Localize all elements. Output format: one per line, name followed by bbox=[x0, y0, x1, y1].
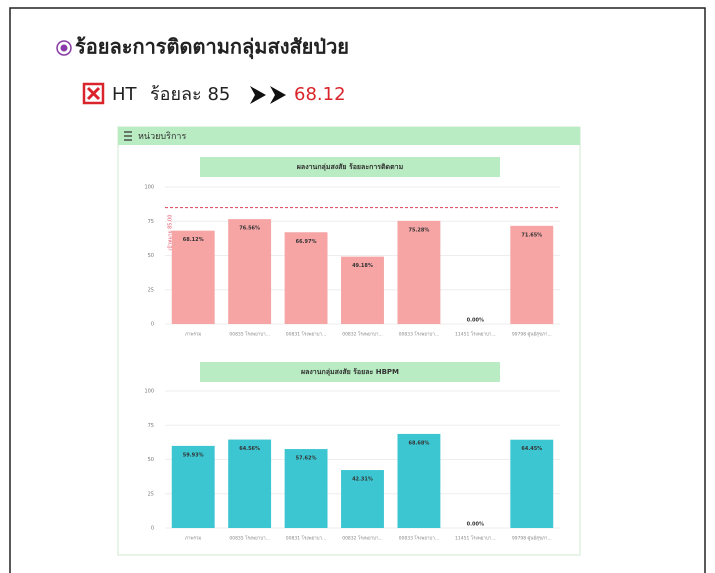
x-tick-label: ภาพรวม bbox=[185, 332, 201, 338]
indicator: HT bbox=[112, 84, 138, 105]
bar bbox=[341, 470, 384, 528]
x-tick-label: ภาพรวม bbox=[185, 536, 201, 542]
target-label: เป้าหมาย 85.00 bbox=[167, 215, 174, 251]
value-label: 75.28% bbox=[409, 227, 430, 233]
value-label: 59.93% bbox=[183, 452, 204, 458]
x-tick-label: 99798 ศูนย์สุขภา... bbox=[512, 535, 552, 542]
panel-title: หน่วยบริการ bbox=[138, 131, 186, 142]
x-tick-label: 00832 โรงพยาบา... bbox=[342, 331, 383, 338]
y-tick-label: 100 bbox=[144, 389, 154, 395]
result: 68.12 bbox=[294, 84, 346, 105]
y-tick-label: 25 bbox=[148, 287, 154, 293]
bar bbox=[397, 220, 441, 324]
bullet-icon bbox=[56, 40, 72, 56]
value-label: 68.68% bbox=[409, 440, 430, 446]
value-label: 76.56% bbox=[239, 226, 260, 232]
y-tick-label: 0 bbox=[151, 322, 154, 328]
chart-title-box bbox=[200, 157, 500, 177]
y-tick-label: 100 bbox=[144, 185, 154, 191]
y-tick-label: 75 bbox=[148, 423, 154, 429]
x-tick-label: 00835 โรงพยาบา... bbox=[229, 535, 270, 542]
y-tick-label: 50 bbox=[148, 457, 154, 463]
x-tick-label: 11451 โรงพยาบา... bbox=[455, 331, 496, 338]
x-tick-label: 00835 โรงพยาบา... bbox=[229, 331, 270, 338]
bar bbox=[510, 439, 554, 528]
bar bbox=[228, 439, 272, 528]
bar bbox=[284, 232, 328, 324]
panel-header bbox=[118, 127, 580, 145]
value-label: 71.65% bbox=[521, 232, 542, 238]
value-label: 64.45% bbox=[521, 446, 542, 452]
x-tick-label: 11451 โรงพยาบา... bbox=[455, 535, 496, 542]
x-tick-label: 00831 โรงพยาบา... bbox=[286, 331, 327, 338]
bar bbox=[171, 230, 215, 324]
x-tick-label: 00832 โรงพยาบา... bbox=[342, 535, 383, 542]
bar bbox=[171, 445, 215, 528]
chart-title: ผลงานกลุ่มสงสัย ร้อยละ HBPM bbox=[301, 367, 399, 376]
slide-title: ร้อยละการติดตามกลุ่มสงสัยป่วย bbox=[75, 35, 349, 60]
value-label: 57.62% bbox=[296, 456, 317, 462]
y-tick-label: 50 bbox=[148, 253, 154, 259]
bar bbox=[284, 449, 328, 528]
y-tick-label: 75 bbox=[148, 219, 154, 225]
value-label: 0.00% bbox=[467, 522, 484, 528]
chart-title-box bbox=[200, 362, 500, 382]
menu-icon bbox=[124, 131, 132, 141]
bar bbox=[510, 225, 554, 324]
value-label: 0.00% bbox=[467, 318, 484, 324]
x-tick-label: 00833 โรงพยาบา... bbox=[399, 535, 440, 542]
chart-title: ผลงานกลุ่มสงสัย ร้อยละการติดตาม bbox=[297, 162, 404, 171]
x-tick-label: 00831 โรงพยาบา... bbox=[286, 535, 327, 542]
value-label: 68.12% bbox=[183, 237, 204, 243]
value-label: 49.18% bbox=[352, 263, 373, 269]
bar bbox=[397, 433, 441, 528]
target-text: ร้อยละ 85 bbox=[150, 84, 230, 105]
y-tick-label: 25 bbox=[148, 491, 154, 497]
y-tick-label: 0 bbox=[151, 526, 154, 532]
value-label: 64.56% bbox=[239, 446, 260, 452]
cross-mark bbox=[86, 86, 101, 101]
value-label: 66.97% bbox=[296, 239, 317, 245]
x-tick-label: 00833 โรงพยาบา... bbox=[399, 331, 440, 338]
arrow-icons bbox=[250, 86, 286, 104]
x-tick-label: 99798 ศูนย์สุขภา... bbox=[512, 331, 552, 338]
value-label: 42.31% bbox=[352, 477, 373, 483]
bar bbox=[228, 219, 272, 324]
bar bbox=[341, 256, 384, 324]
bullet-dot bbox=[60, 44, 68, 52]
